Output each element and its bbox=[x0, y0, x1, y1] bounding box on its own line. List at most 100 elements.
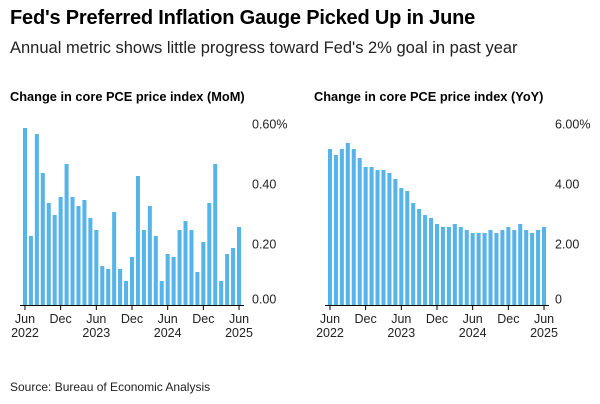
x-tick-label-yoy-1: Dec bbox=[355, 312, 377, 326]
bar-mom-31 bbox=[207, 203, 212, 305]
bar-mom-35 bbox=[231, 248, 236, 305]
bar-mom-8 bbox=[70, 197, 75, 305]
bar-yoy-11 bbox=[393, 179, 398, 305]
subheadline: Annual metric shows little progress towa… bbox=[10, 39, 518, 57]
x-tick-label-mom-3: Dec bbox=[121, 312, 143, 326]
bar-mom-12 bbox=[94, 230, 99, 305]
bar-mom-19 bbox=[135, 176, 140, 305]
bar-mom-24 bbox=[165, 254, 170, 305]
bar-mom-2 bbox=[34, 134, 39, 305]
bar-mom-28 bbox=[189, 230, 194, 305]
bar-yoy-24 bbox=[470, 233, 475, 305]
bar-yoy-1 bbox=[333, 155, 338, 305]
bar-mom-20 bbox=[141, 230, 146, 305]
bar-mom-5 bbox=[52, 215, 57, 305]
bar-mom-30 bbox=[201, 242, 206, 305]
bar-yoy-18 bbox=[434, 224, 440, 305]
bar-yoy-35 bbox=[536, 230, 541, 305]
x-tick-label-yoy-6: Jun bbox=[534, 312, 554, 326]
chart-title-yoy: Change in core PCE price index (YoY) bbox=[314, 89, 544, 104]
bar-mom-0 bbox=[22, 128, 27, 305]
bar-mom-26 bbox=[177, 230, 182, 305]
bar-yoy-29 bbox=[500, 230, 505, 305]
x-tick-label-mom-0: Jun bbox=[15, 312, 35, 326]
bar-yoy-8 bbox=[375, 170, 380, 305]
bar-mom-9 bbox=[76, 206, 81, 305]
y-tick-label-yoy-1: 4.00 bbox=[555, 177, 579, 191]
bar-yoy-27 bbox=[488, 230, 493, 305]
bar-yoy-6 bbox=[363, 167, 368, 305]
bar-mom-25 bbox=[171, 257, 176, 305]
x-tick-label-mom-1: Dec bbox=[50, 312, 72, 326]
bar-mom-29 bbox=[195, 272, 200, 305]
x-tick-label-yoy-0: Jun bbox=[320, 312, 340, 326]
bar-yoy-33 bbox=[524, 230, 529, 305]
x-tick-sublabel-yoy-4: 2024 bbox=[459, 326, 487, 340]
bar-mom-27 bbox=[183, 221, 188, 305]
bar-yoy-25 bbox=[476, 233, 481, 305]
bar-mom-33 bbox=[219, 281, 224, 305]
x-tick-sublabel-yoy-6: 2025 bbox=[530, 326, 558, 340]
x-tick-sublabel-yoy-0: 2022 bbox=[316, 326, 344, 340]
bar-mom-10 bbox=[82, 200, 87, 305]
bar-mom-17 bbox=[124, 281, 129, 305]
bar-mom-21 bbox=[147, 206, 152, 305]
x-tick-label-mom-6: Jun bbox=[229, 312, 249, 326]
y-tick-label-mom-3: 0.00 bbox=[252, 292, 276, 306]
bar-yoy-7 bbox=[369, 167, 374, 305]
bar-yoy-4 bbox=[351, 149, 356, 305]
bar-yoy-3 bbox=[345, 143, 350, 305]
bar-mom-14 bbox=[106, 269, 111, 305]
headline: Fed's Preferred Inflation Gauge Picked U… bbox=[10, 7, 476, 29]
bar-yoy-5 bbox=[357, 158, 362, 305]
x-tick-label-yoy-4: Jun bbox=[463, 312, 483, 326]
bar-mom-23 bbox=[159, 281, 164, 305]
x-tick-label-yoy-3: Dec bbox=[426, 312, 448, 326]
bar-yoy-19 bbox=[440, 227, 445, 305]
bar-yoy-32 bbox=[518, 224, 523, 305]
bar-mom-22 bbox=[153, 236, 158, 305]
bar-yoy-23 bbox=[464, 230, 469, 305]
x-tick-sublabel-mom-0: 2022 bbox=[11, 326, 39, 340]
bar-mom-36 bbox=[237, 227, 242, 305]
bar-yoy-0 bbox=[327, 149, 332, 305]
y-tick-label-mom-2: 0.20 bbox=[252, 237, 276, 251]
bar-yoy-30 bbox=[506, 227, 511, 305]
bar-mom-32 bbox=[213, 164, 218, 305]
bar-yoy-2 bbox=[339, 149, 344, 305]
bar-yoy-12 bbox=[399, 188, 404, 305]
bar-yoy-14 bbox=[411, 203, 416, 305]
x-tick-sublabel-yoy-2: 2023 bbox=[387, 326, 415, 340]
bar-yoy-21 bbox=[452, 224, 457, 305]
source-note: Source: Bureau of Economic Analysis bbox=[10, 380, 211, 394]
bar-mom-15 bbox=[112, 212, 117, 305]
bar-yoy-16 bbox=[423, 215, 428, 305]
x-tick-label-yoy-2: Jun bbox=[391, 312, 411, 326]
bar-yoy-20 bbox=[446, 227, 451, 305]
y-tick-label-mom-1: 0.40 bbox=[252, 177, 276, 191]
bar-yoy-26 bbox=[482, 233, 487, 305]
bar-yoy-17 bbox=[429, 218, 434, 305]
x-tick-label-mom-2: Jun bbox=[86, 312, 106, 326]
bar-yoy-13 bbox=[405, 191, 410, 305]
bar-mom-11 bbox=[88, 218, 93, 305]
bar-mom-16 bbox=[118, 269, 123, 305]
bar-yoy-9 bbox=[381, 170, 386, 305]
bar-yoy-34 bbox=[530, 233, 535, 305]
y-tick-label-mom-0: 0.60% bbox=[252, 117, 287, 131]
x-tick-sublabel-mom-4: 2024 bbox=[154, 326, 182, 340]
bar-yoy-31 bbox=[512, 230, 517, 305]
y-tick-label-yoy-2: 2.00 bbox=[555, 237, 579, 251]
bar-mom-1 bbox=[28, 236, 33, 305]
bar-yoy-28 bbox=[494, 233, 499, 305]
x-tick-sublabel-mom-6: 2025 bbox=[225, 326, 253, 340]
bar-yoy-15 bbox=[417, 209, 422, 305]
bar-mom-7 bbox=[64, 164, 69, 305]
bar-yoy-22 bbox=[458, 227, 463, 305]
bar-yoy-10 bbox=[387, 173, 392, 305]
bar-mom-6 bbox=[58, 197, 63, 305]
bar-mom-3 bbox=[40, 173, 45, 305]
x-tick-label-mom-5: Dec bbox=[192, 312, 214, 326]
x-tick-label-yoy-5: Dec bbox=[497, 312, 519, 326]
